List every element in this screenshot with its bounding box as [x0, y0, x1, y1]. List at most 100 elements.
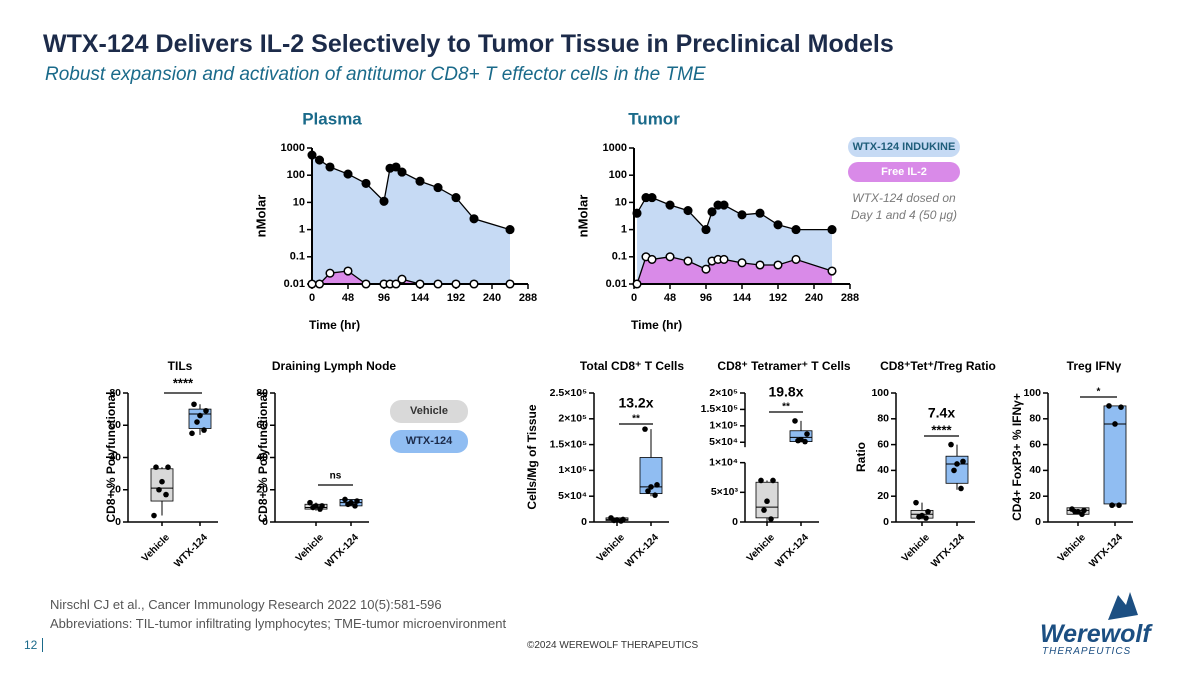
x-tick-label: 192 [447, 292, 465, 304]
y-tick-label: 40 [256, 451, 268, 463]
point [156, 486, 162, 493]
marker [343, 169, 353, 179]
point [792, 418, 798, 424]
marker [791, 225, 801, 235]
y-tick-label: 1×10⁵ [558, 464, 587, 476]
y-tick-label: 60 [256, 419, 268, 431]
y-tick-label: 0 [732, 516, 738, 528]
point [645, 488, 651, 494]
marker [719, 254, 729, 264]
y-tick-label: 80 [109, 387, 121, 399]
point [948, 441, 954, 448]
area [312, 155, 510, 284]
point [642, 426, 648, 432]
y-tick-label: 10 [615, 196, 627, 208]
y-tick-label: 20 [256, 484, 268, 496]
y-tick-label: 40 [1029, 464, 1041, 476]
marker [647, 193, 657, 203]
point [923, 515, 929, 521]
point [1118, 404, 1124, 410]
point [317, 506, 323, 512]
y-tick-label: 40 [109, 451, 121, 463]
y-tick-label: 10 [293, 196, 305, 208]
y-tick-label: 100 [1023, 387, 1041, 399]
y-tick-label: 100 [287, 169, 305, 181]
marker [505, 225, 515, 235]
x-tick-label: WTX-124 [929, 532, 967, 570]
chart-title: Total CD8⁺ T Cells [580, 359, 684, 373]
y-axis-title: CD4+ FoxP3+ % IFNγ+ [1010, 393, 1024, 521]
y-tick-label: 0 [262, 516, 268, 528]
x-axis-title: Time (hr) [631, 318, 682, 332]
y-tick-label: 1.5×10⁵ [550, 438, 587, 450]
marker [391, 279, 401, 289]
point [165, 464, 171, 470]
marker [791, 254, 801, 264]
point [1112, 421, 1118, 427]
dose-note: WTX-124 dosed on Day 1 and 4 (50 μg) [851, 191, 957, 222]
x-axis-title: Time (hr) [309, 318, 360, 332]
x-tick-label: Vehicle [745, 532, 777, 564]
legend-entry: Vehicle [390, 400, 468, 423]
x-tick-label: Vehicle [294, 532, 326, 564]
point [804, 431, 810, 437]
point [159, 478, 165, 485]
y-tick-label: 5×10⁴ [558, 490, 587, 502]
chart-title: Tumor [628, 109, 680, 128]
x-tick-label: 96 [700, 292, 712, 304]
marker [737, 258, 747, 268]
y-tick-label: 20 [109, 484, 121, 496]
marker [632, 208, 642, 218]
x-tick-label: WTX-124 [172, 532, 210, 570]
x-tick-label: 48 [342, 292, 354, 304]
slide-subtitle: Robust expansion and activation of antit… [45, 64, 706, 85]
point [618, 518, 624, 524]
significance: * [1097, 387, 1101, 398]
marker [361, 178, 371, 188]
x-tick-label: 288 [519, 292, 537, 304]
marker [397, 167, 407, 177]
y-tick-label: 80 [256, 387, 268, 399]
marker [755, 260, 765, 270]
logo-sub: THERAPEUTICS [1042, 646, 1132, 657]
y-tick-label: 40 [877, 464, 889, 476]
marker [469, 214, 479, 224]
y-axis-title: nMolar [575, 195, 590, 238]
y-axis-title: CD8+ % Polyfunctional [104, 391, 118, 522]
point [307, 499, 313, 506]
x-tick-label: WTX-124 [773, 532, 811, 570]
y-tick-label: 80 [877, 413, 889, 425]
point [954, 461, 960, 467]
point [310, 504, 316, 511]
x-tick-label: 0 [309, 292, 315, 304]
point [958, 485, 964, 492]
legend-entry: Free IL-2 [848, 162, 960, 182]
point [795, 437, 801, 444]
point [151, 512, 157, 519]
point [925, 508, 931, 515]
marker [415, 176, 425, 186]
point [163, 491, 169, 498]
marker [665, 200, 675, 210]
marker [314, 155, 325, 165]
x-tick-label: Vehicle [595, 532, 627, 564]
marker [701, 264, 711, 274]
page-number: 12 [24, 638, 44, 652]
point [611, 517, 617, 524]
y-tick-label: 5×10³ [711, 486, 739, 498]
y-tick-label: 60 [877, 438, 889, 450]
point [770, 477, 776, 484]
chart-title: CD8⁺Tet⁺/Treg Ratio [880, 359, 996, 373]
y-axis-title: nMolar [253, 195, 268, 238]
copyright: ©2024 WEREWOLF THERAPEUTICS [527, 640, 699, 651]
y-tick-label: 0 [1035, 516, 1041, 528]
point [1106, 403, 1112, 409]
marker [827, 225, 837, 235]
legend-entry: WTX-124 [390, 430, 468, 453]
x-tick-label: WTX-124 [623, 532, 661, 570]
marker [773, 220, 783, 230]
point [916, 514, 922, 520]
point [802, 438, 808, 445]
point [951, 467, 957, 474]
